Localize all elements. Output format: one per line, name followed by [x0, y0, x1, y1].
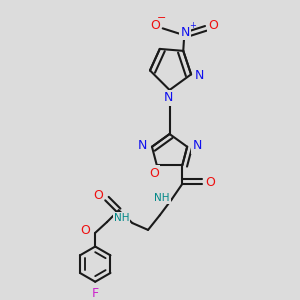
Text: N: N [192, 139, 202, 152]
Text: N: N [164, 91, 173, 104]
Text: N: N [181, 26, 190, 39]
Text: O: O [80, 224, 90, 237]
Text: N: N [195, 69, 205, 82]
Text: F: F [92, 287, 99, 300]
Text: O: O [149, 167, 159, 180]
Text: O: O [150, 19, 160, 32]
Text: −: − [157, 13, 167, 22]
Text: NH: NH [154, 193, 170, 202]
Text: O: O [206, 176, 216, 189]
Text: O: O [209, 19, 218, 32]
Text: N: N [137, 139, 147, 152]
Text: NH: NH [114, 213, 129, 223]
Text: +: + [190, 21, 196, 30]
Text: O: O [93, 189, 103, 202]
